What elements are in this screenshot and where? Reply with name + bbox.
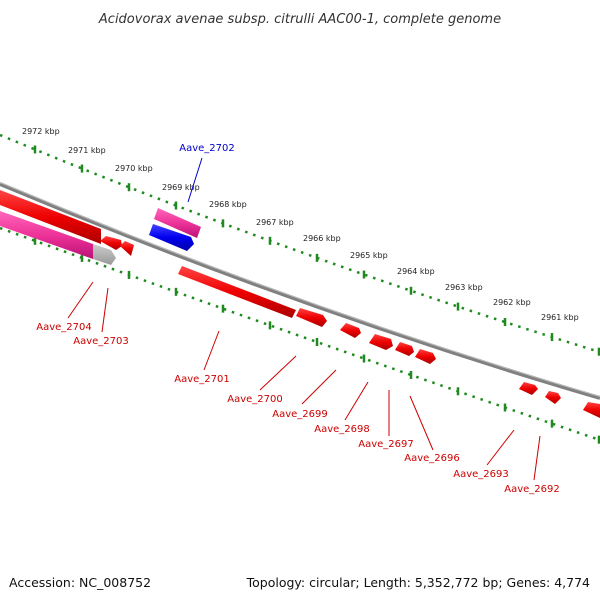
- genome-backbone: [0, 182, 600, 400]
- gene-label-Aave_2693[interactable]: Aave_2693: [453, 469, 509, 480]
- gene-label-Aave_2703[interactable]: Aave_2703: [73, 336, 129, 347]
- gene-label-Aave_2698[interactable]: Aave_2698: [314, 424, 370, 435]
- gene-Aave_2696[interactable]: [415, 349, 436, 364]
- scale-label: 2965 kbp: [350, 251, 388, 260]
- scale-label: 2968 kbp: [209, 200, 247, 209]
- gene-Aave_2699[interactable]: [340, 323, 361, 338]
- major-ticks: [33, 145, 600, 444]
- scale-label: 2961 kbp: [541, 313, 579, 322]
- gene-label-Aave_2704[interactable]: Aave_2704: [36, 322, 92, 333]
- scale-label: 2964 kbp: [397, 267, 435, 276]
- scale-label: 2963 kbp: [445, 283, 483, 292]
- gene-pseudo-upper[interactable]: [154, 208, 201, 238]
- genome-summary-text: Topology: circular; Length: 5,352,772 bp…: [246, 575, 590, 590]
- gene-label-Aave_2700[interactable]: Aave_2700: [227, 394, 283, 405]
- gene-reverse-small-a[interactable]: [100, 236, 122, 250]
- scale-label: 2971 kbp: [68, 146, 106, 155]
- map-title: Acidovorax avenae subsp. citrulli AAC00-…: [98, 12, 501, 27]
- gene-Aave_2703[interactable]: [93, 244, 116, 265]
- gene-label-Aave_2692[interactable]: Aave_2692: [504, 484, 560, 495]
- gene-Aave_2693[interactable]: [519, 382, 538, 395]
- scale-label: 2967 kbp: [256, 218, 294, 227]
- gene-Aave_2701[interactable]: [178, 266, 296, 318]
- gene-label-Aave_2702[interactable]: Aave_2702: [179, 143, 235, 154]
- scale-label: 2972 kbp: [22, 127, 60, 136]
- gene-reverse-edge[interactable]: [583, 402, 600, 418]
- gene-label-Aave_2701[interactable]: Aave_2701: [174, 374, 230, 385]
- gene-label-Aave_2699[interactable]: Aave_2699: [272, 409, 328, 420]
- gene-Aave_2704[interactable]: [0, 211, 93, 259]
- gene-Aave_2698[interactable]: [369, 334, 393, 350]
- gene-label-Aave_2696[interactable]: Aave_2696: [404, 453, 460, 464]
- scale-labels: 2972 kbp 2971 kbp 2970 kbp 2969 kbp 2968…: [22, 127, 579, 322]
- scale-label: 2962 kbp: [493, 298, 531, 307]
- gene-Aave_2692[interactable]: [545, 391, 561, 404]
- scale-label: 2966 kbp: [303, 234, 341, 243]
- gene-reverse-small-b[interactable]: [120, 241, 134, 256]
- gene-Aave_2697[interactable]: [395, 342, 414, 356]
- scale-label: 2969 kbp: [162, 183, 200, 192]
- gene-label-Aave_2697[interactable]: Aave_2697: [358, 439, 414, 450]
- gene-Aave_2702[interactable]: [149, 224, 194, 251]
- gene-reverse-large[interactable]: [0, 190, 101, 244]
- label-leaders: [67, 157, 541, 481]
- scale-label: 2970 kbp: [115, 164, 153, 173]
- gene-Aave_2700[interactable]: [296, 308, 327, 327]
- accession-text: Accession: NC_008752: [9, 575, 152, 590]
